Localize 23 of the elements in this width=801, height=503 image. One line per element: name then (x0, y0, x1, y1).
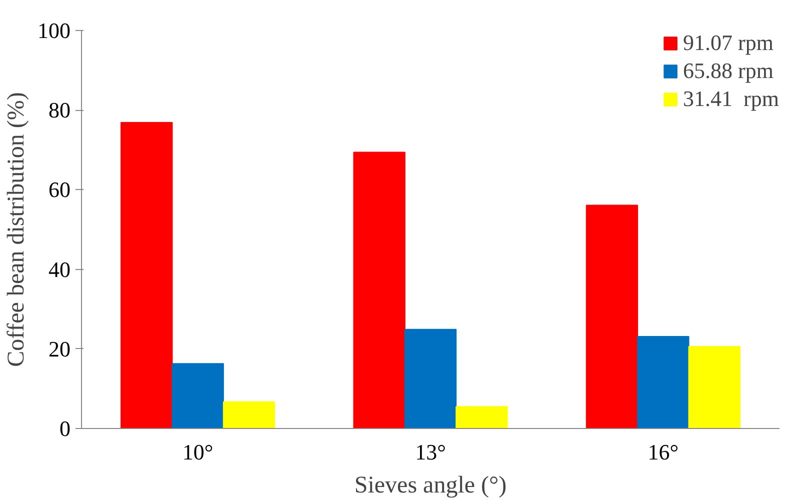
bar (404, 328, 457, 428)
y-tick-label: 0 (60, 416, 70, 441)
bar (172, 363, 224, 428)
bar (222, 401, 276, 428)
bar (353, 152, 406, 428)
legend-label: 91.07 rpm (683, 30, 774, 56)
bar (456, 406, 508, 428)
x-tick-label: 10° (182, 440, 214, 464)
y-tick-label: 40 (48, 256, 70, 282)
y-axis-title: Coffee bean distribution (%) (4, 92, 30, 367)
y-tick-label: 20 (48, 336, 70, 362)
x-tick-label: 13° (415, 440, 446, 464)
y-tick-label: 100 (38, 18, 70, 43)
x-tick-label: 16° (648, 440, 679, 464)
bar (688, 346, 740, 428)
bar (586, 204, 638, 428)
legend-label: 65.88 rpm (683, 58, 774, 84)
bar (637, 336, 690, 428)
y-tick-label: 80 (48, 98, 70, 123)
legend-label: 31.41 rpm (683, 86, 779, 112)
x-axis-title: Sieves angle (°) (354, 472, 507, 498)
y-tick-label: 60 (48, 177, 70, 202)
bar (120, 122, 173, 428)
